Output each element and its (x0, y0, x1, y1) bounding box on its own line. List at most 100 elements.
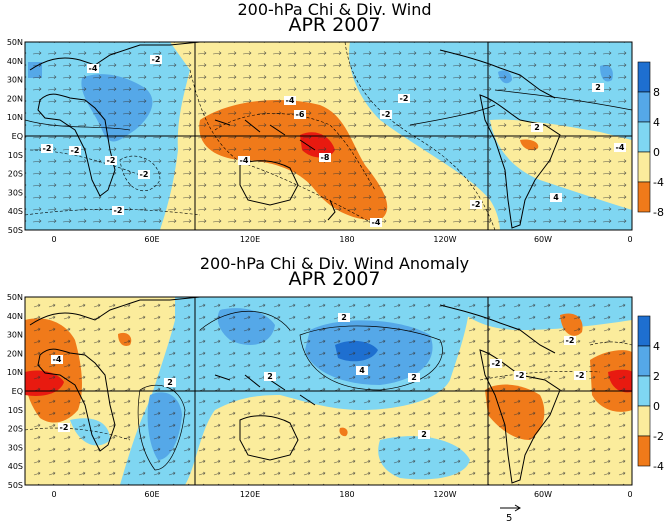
contour-label: -8 (321, 153, 330, 162)
contour-label: -2 (566, 336, 575, 345)
contour-label: -2 (60, 423, 69, 432)
longitude-label: 0 (627, 235, 632, 244)
contour-label: 4 (553, 193, 559, 202)
contour-label-bg (51, 355, 63, 364)
contour-label-bg (294, 110, 306, 119)
contour-label-bg (490, 359, 502, 368)
latitude-label: 10N (7, 368, 23, 377)
contour-label: 2 (167, 378, 173, 387)
contour-label-bg (264, 372, 276, 381)
contour-label-bg (531, 123, 543, 132)
colorbar-label: 2 (653, 370, 660, 383)
latitude-label: EQ (12, 387, 23, 396)
contour-label: -2 (472, 200, 481, 209)
contour-label: 2 (267, 372, 273, 381)
contour-label-bg (614, 143, 626, 152)
latitude-label: 40S (8, 207, 23, 216)
colorbar-label: 0 (653, 400, 660, 413)
longitude-label: 120E (240, 490, 260, 499)
top-panel-title: 200-hPa Chi & Div. Wind (237, 0, 432, 19)
contour-label-bg (418, 430, 430, 439)
latitude-label: 30S (8, 443, 23, 452)
colorbar-label: 4 (653, 340, 660, 353)
bottom-panel-subtitle: APR 2007 (288, 268, 381, 290)
contour-label-bg (105, 156, 117, 165)
contour-label-bg (69, 146, 81, 155)
contour-label-bg (112, 206, 124, 215)
colorbar-label: -4 (653, 176, 664, 189)
longitude-label: 0 (627, 490, 632, 499)
contour-label: -2 (400, 94, 409, 103)
latitude-label: 10S (8, 406, 23, 415)
contour-label: -2 (152, 55, 161, 64)
contour-label-bg (592, 83, 604, 92)
contour-label: -2 (43, 144, 52, 153)
contour-label: -4 (372, 218, 381, 227)
reference-vector-label: 5 (506, 513, 513, 524)
contour-label-bg (564, 336, 576, 345)
latitude-label: 30N (7, 76, 23, 85)
contour-label: 2 (341, 313, 347, 322)
contour-label-bg (470, 200, 482, 209)
contour-label: -4 (89, 64, 98, 73)
longitude-label: 60E (144, 490, 159, 499)
latitude-label: 40N (7, 312, 23, 321)
top-colorbar-labels: 8 4 0 -4 -8 (653, 86, 664, 219)
contour-label: 2 (411, 373, 417, 382)
contour-label-bg (408, 373, 420, 382)
latitude-label: 20S (8, 170, 23, 179)
reference-vector-arrow-icon (500, 504, 521, 512)
longitude-label: 180 (339, 490, 354, 499)
latitude-label: EQ (12, 132, 23, 141)
latitude-label: 10N (7, 113, 23, 122)
longitude-label: 120W (433, 490, 456, 499)
contour-label-bg (41, 144, 53, 153)
latitude-label: 30N (7, 331, 23, 340)
contour-label: -2 (516, 371, 525, 380)
contour-label: -6 (296, 110, 305, 119)
contour-label: 4 (359, 366, 365, 375)
contour-label: -4 (53, 355, 62, 364)
colorbar-label: -2 (653, 430, 664, 443)
contour-label-bg (338, 313, 350, 322)
contour-label-bg (87, 64, 99, 73)
contour-label: -2 (140, 170, 149, 179)
top-longitude-labels: 0 60E 120E 180 120W 60W 0 (51, 235, 632, 244)
longitude-label: 120E (240, 235, 260, 244)
contour-label-bg (398, 94, 410, 103)
contour-label-bg (284, 96, 296, 105)
colorbar-label: -8 (653, 206, 664, 219)
latitude-label: 50S (8, 226, 23, 235)
longitude-label: 0 (51, 490, 56, 499)
contour-label: -2 (71, 146, 80, 155)
contour-label: 2 (534, 123, 540, 132)
latitude-label: 30S (8, 188, 23, 197)
latitude-label: 20N (7, 349, 23, 358)
contour-label-bg (319, 153, 331, 162)
top-panel-subtitle: APR 2007 (288, 14, 381, 36)
bottom-latitude-labels: 50N 40N 30N 20N 10N EQ 10S 20S 30S 40S 50S (7, 293, 23, 490)
colorbar-label: -4 (653, 460, 664, 473)
contour-label-bg (574, 371, 586, 380)
latitude-label: 50N (7, 293, 23, 302)
contour-label-bg (550, 193, 562, 202)
longitude-label: 0 (51, 235, 56, 244)
latitude-label: 10S (8, 151, 23, 160)
longitude-label: 120W (433, 235, 456, 244)
contour-label: 2 (595, 83, 601, 92)
contour-label: -2 (492, 359, 501, 368)
contour-label-bg (514, 371, 526, 380)
latitude-label: 50N (7, 38, 23, 47)
contour-label-bg (238, 156, 250, 165)
contour-label: -2 (114, 206, 123, 215)
contour-label-bg (58, 423, 70, 432)
contour-label: -4 (616, 143, 625, 152)
latitude-label: 20N (7, 94, 23, 103)
colorbar-label: 8 (653, 86, 660, 99)
latitude-label: 40N (7, 57, 23, 66)
contour-label-bg (356, 366, 368, 375)
contour-label: -4 (286, 96, 295, 105)
longitude-label: 60E (144, 235, 159, 244)
bottom-panel-title: 200-hPa Chi & Div. Wind Anomaly (199, 254, 470, 273)
